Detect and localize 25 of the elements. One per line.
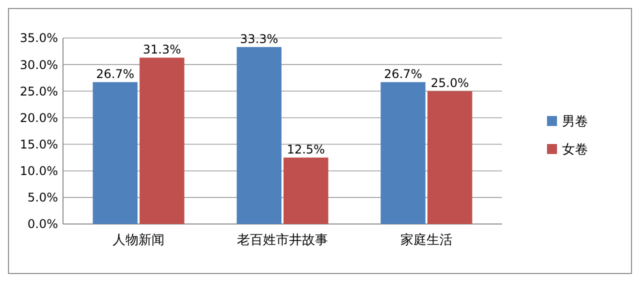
y-tick-label: 20.0% (20, 110, 58, 125)
y-tick-label: 5.0% (28, 190, 58, 205)
legend-label: 男卷 (562, 114, 588, 130)
bar (380, 82, 426, 224)
y-tick-label: 15.0% (20, 137, 58, 152)
data-label: 31.3% (142, 42, 182, 57)
data-label: 26.7% (384, 67, 422, 82)
y-tick-label: 0.0% (28, 217, 58, 232)
y-tick-label: 35.0% (20, 31, 58, 46)
bar (427, 91, 472, 224)
y-tick-label: 10.0% (20, 164, 58, 178)
bar (236, 47, 282, 224)
data-label: 33.3% (240, 32, 278, 46)
x-tick-label: 人物新闻 (112, 233, 165, 248)
legend-label: 女卷 (562, 142, 588, 158)
data-label: 25.0% (430, 76, 469, 90)
bar (92, 82, 138, 224)
y-tick-label: 25.0% (20, 84, 58, 98)
bar (140, 58, 184, 224)
data-label: 26.7% (96, 67, 134, 82)
y-tick-label: 30.0% (20, 58, 58, 72)
x-tick-label: 家庭生活 (400, 232, 452, 248)
bar (284, 158, 328, 224)
data-label: 12.5% (286, 142, 325, 157)
x-tick-label: 老百姓市井故事 (237, 233, 328, 248)
